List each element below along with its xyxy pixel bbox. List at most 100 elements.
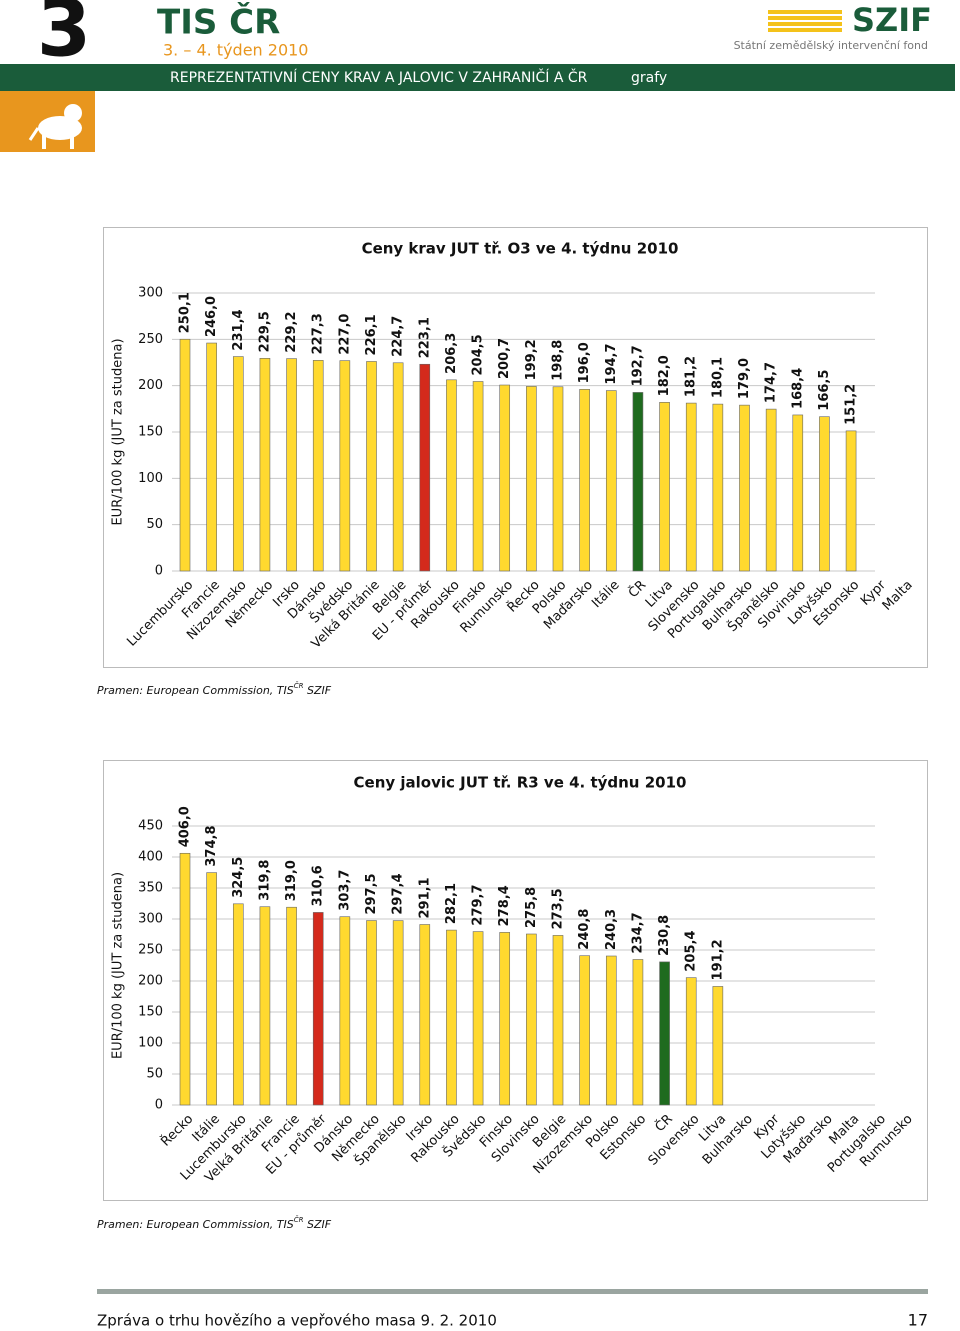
bar — [232, 903, 244, 1106]
y-tick-label: 450 — [138, 819, 163, 834]
bar — [179, 852, 191, 1106]
bar — [605, 390, 617, 572]
value-label: 196,0 — [577, 342, 592, 383]
bar — [712, 403, 724, 572]
value-label: 297,5 — [364, 873, 379, 914]
y-tick-label: 250 — [138, 332, 163, 347]
y-tick-label: 0 — [155, 1098, 163, 1113]
bar — [685, 977, 697, 1106]
bar — [792, 414, 804, 572]
value-label: 200,7 — [497, 338, 512, 379]
value-label: 231,4 — [231, 309, 246, 350]
source-sup: ČR — [294, 1215, 304, 1224]
value-label: 198,8 — [551, 340, 566, 381]
bar — [419, 924, 431, 1106]
bar — [499, 384, 511, 572]
bar — [206, 872, 217, 1106]
bar — [392, 362, 404, 572]
section-tag: grafy — [631, 70, 667, 86]
bar — [419, 363, 431, 572]
bar — [392, 920, 404, 1106]
value-label: 319,0 — [284, 860, 299, 901]
bar — [659, 402, 670, 572]
source-text: Pramen: European Commission, TIS — [97, 1218, 294, 1231]
bar — [339, 916, 351, 1106]
bar — [579, 955, 590, 1106]
value-label: 205,4 — [684, 931, 699, 972]
bar — [206, 342, 217, 572]
bar — [659, 961, 670, 1106]
value-label: 246,0 — [204, 296, 219, 337]
source: Pramen: European Commission, TISČR SZIF — [97, 1215, 332, 1231]
bar — [552, 935, 564, 1106]
value-label: 206,3 — [444, 333, 459, 374]
source-tail: SZIF — [304, 684, 332, 697]
bar — [765, 408, 777, 572]
bar — [446, 929, 457, 1106]
brand: TIS ČR — [157, 2, 280, 43]
source-sup: ČR — [294, 681, 304, 690]
week: 3. – 4. týden 2010 — [163, 41, 308, 60]
cow-icon — [0, 91, 95, 152]
value-label: 168,4 — [790, 368, 805, 409]
y-tick-label: 200 — [138, 974, 163, 989]
y-tick-label: 0 — [155, 564, 163, 579]
y-tick-label: 250 — [138, 943, 163, 958]
value-label: 204,5 — [471, 334, 486, 375]
bar — [579, 389, 590, 572]
logo-subtitle: Státní zemědělský intervenční fond — [734, 39, 928, 52]
value-label: 250,1 — [178, 292, 193, 333]
value-label: 230,8 — [657, 915, 672, 956]
y-tick-label: 350 — [138, 881, 163, 896]
value-label: 229,2 — [284, 311, 299, 352]
section-band — [0, 64, 955, 91]
value-label: 374,8 — [204, 825, 219, 866]
bar — [632, 392, 644, 572]
section-title: REPREZENTATIVNÍ CENY KRAV A JALOVIC V ZA… — [170, 68, 588, 86]
value-label: 151,2 — [844, 384, 859, 425]
bar — [259, 358, 271, 572]
bar — [312, 912, 324, 1106]
y-tick-label: 400 — [138, 850, 163, 865]
value-label: 180,1 — [710, 357, 725, 398]
y-tick-label: 150 — [138, 425, 163, 440]
value-label: 319,8 — [257, 860, 272, 901]
y-axis-label: EUR/100 kg (JUT za studena) — [111, 338, 126, 525]
value-label: 234,7 — [630, 912, 645, 953]
value-label: 223,1 — [417, 317, 432, 358]
bar — [472, 931, 484, 1106]
value-label: 191,2 — [710, 939, 725, 980]
value-label: 174,7 — [764, 362, 779, 403]
value-label: 278,4 — [497, 885, 512, 926]
source: Pramen: European Commission, TISČR SZIF — [97, 681, 332, 697]
bar — [526, 933, 537, 1106]
value-label: 182,0 — [657, 355, 672, 396]
bar — [259, 906, 271, 1106]
value-label: 179,0 — [737, 358, 752, 399]
bar — [526, 386, 537, 572]
bar — [632, 959, 644, 1106]
chart-title: Ceny jalovic JUT tř. R3 ve 4. týdnu 2010 — [354, 774, 687, 792]
value-label: 229,5 — [257, 311, 272, 352]
bar — [446, 379, 457, 572]
y-tick-label: 50 — [146, 1067, 163, 1082]
bar — [232, 356, 244, 572]
bar — [339, 360, 351, 572]
footer-text: Zpráva o trhu hovězího a vepřového masa … — [97, 1312, 497, 1330]
value-label: 227,0 — [337, 314, 352, 355]
value-label: 240,8 — [577, 909, 592, 950]
y-tick-label: 100 — [138, 1036, 163, 1051]
chapter-number: 3 — [37, 0, 91, 74]
value-label: 310,6 — [311, 865, 326, 906]
bar — [552, 386, 564, 572]
bar — [366, 920, 377, 1106]
y-tick-label: 50 — [146, 517, 163, 532]
bar — [819, 416, 830, 572]
value-label: 181,2 — [684, 356, 699, 397]
bar — [472, 381, 484, 572]
value-label: 226,1 — [364, 314, 379, 355]
bar — [312, 360, 324, 572]
value-label: 275,8 — [524, 887, 539, 928]
value-label: 282,1 — [444, 883, 459, 924]
